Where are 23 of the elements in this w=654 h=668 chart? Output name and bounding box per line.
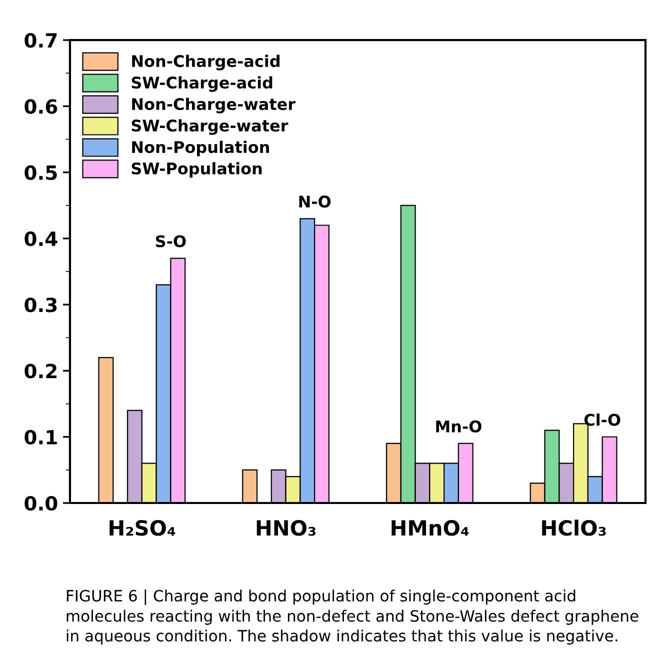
- legend-label: Non-Charge-water: [132, 98, 296, 114]
- y-tick-label: 0.2: [24, 364, 56, 378]
- x-tick-label: HMnO₄: [392, 520, 469, 536]
- annotation: S-O: [156, 235, 186, 248]
- annotation: Mn-O: [436, 420, 482, 432]
- legend-label: Non-Population: [132, 140, 269, 156]
- y-tick-label: 0.4: [24, 231, 58, 246]
- x-tick-label: H₂SO₄: [110, 520, 176, 536]
- y-tick-label: 0.6: [24, 99, 58, 114]
- annotation: N-O: [299, 196, 331, 208]
- legend-label: Non-Charge-acid: [132, 54, 280, 70]
- y-tick-label: 0.7: [24, 33, 57, 48]
- y-tick-label: 0.0: [24, 496, 58, 511]
- annotation: Cl-O: [584, 413, 620, 426]
- y-tick-label: 0.3: [24, 298, 57, 312]
- legend-label: SW-Population: [132, 162, 262, 178]
- y-tick-label: 0.5: [24, 165, 57, 180]
- caption: FIGURE 6 | Charge and bond population of single-component acid molecules reacting with the non-defect and Stone-Wales defect graphene in aqueous condition. The shadow indicates that this value is negative.: [66, 590, 638, 645]
- legend-label: SW-Charge-water: [132, 119, 288, 135]
- x-tick-label: HClO₃: [542, 520, 606, 536]
- y-tick-label: 0.1: [24, 430, 57, 445]
- legend-label: SW-Charge-acid: [132, 76, 272, 92]
- x-tick-label: HNO₃: [256, 520, 316, 536]
